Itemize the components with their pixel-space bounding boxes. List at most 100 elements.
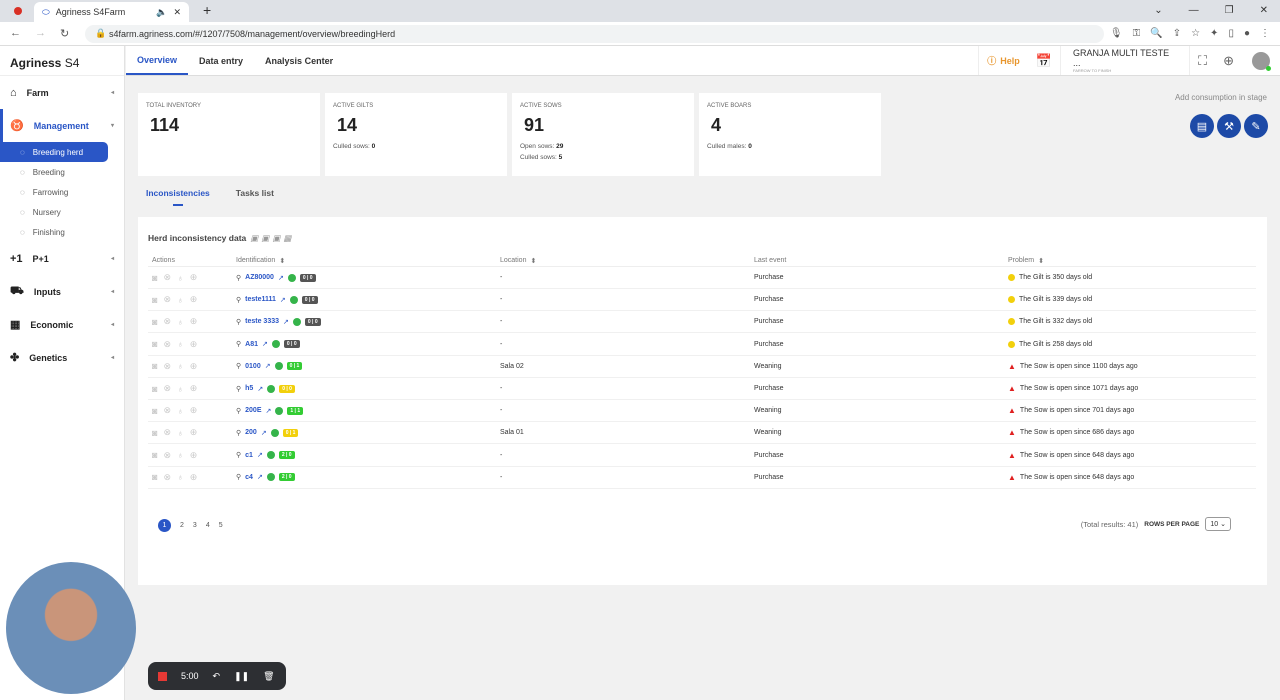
pig-face-icon[interactable]: ◙ — [152, 427, 158, 438]
sidebar-item-genetics[interactable]: ✤ Genetics ◂ — [0, 341, 124, 374]
forward-icon[interactable]: → — [35, 27, 46, 39]
external-link-icon[interactable]: ↗ — [265, 407, 272, 415]
bottle-icon[interactable]: ♁ — [176, 405, 184, 416]
pig-face-icon[interactable]: ◙ — [152, 361, 158, 372]
menu-icon[interactable]: ⋮ — [1260, 28, 1270, 39]
bottle-icon[interactable]: ♁ — [176, 450, 184, 461]
sidebar-sub-breeding-herd[interactable]: ◌ Breeding herd — [0, 142, 108, 162]
animal-id-link[interactable]: 200E — [245, 407, 262, 415]
pig-face-icon[interactable]: ◙ — [152, 383, 158, 394]
export-xls-icon[interactable]: ▣ — [272, 233, 284, 243]
profile-icon[interactable]: ● — [1243, 28, 1250, 39]
mute-icon[interactable]: 🔈 — [156, 6, 168, 17]
export-pdf-icon[interactable]: ▣ — [250, 233, 262, 243]
animal-id-link[interactable]: 200 — [245, 429, 257, 437]
animal-id-link[interactable]: teste1111 — [245, 296, 276, 304]
close-window-button[interactable]: ✕ — [1259, 5, 1268, 16]
tab-tasks-list[interactable]: Tasks list — [235, 188, 274, 198]
external-link-icon[interactable]: ↗ — [257, 385, 264, 393]
bottle-icon[interactable]: ♁ — [176, 339, 184, 350]
death-icon[interactable]: ⊕ — [189, 316, 198, 327]
bottle-icon[interactable]: ♁ — [176, 383, 184, 394]
header-problem[interactable]: Problem ⬍ — [1008, 257, 1044, 265]
sidebar-sub-farrowing[interactable]: ◌ Farrowing — [0, 182, 124, 202]
cull-icon[interactable]: ⊗ — [163, 360, 171, 371]
animal-id-link[interactable]: teste 3333 — [245, 318, 279, 326]
cull-icon[interactable]: ⊗ — [163, 272, 171, 282]
cull-icon[interactable]: ⊗ — [163, 427, 171, 438]
death-icon[interactable]: ⊕ — [189, 471, 198, 482]
new-tab-button[interactable]: + — [203, 2, 212, 18]
page-1[interactable]: 1 — [158, 519, 171, 532]
cull-icon[interactable]: ⊗ — [163, 294, 171, 305]
death-icon[interactable]: ⊕ — [189, 272, 198, 282]
pig-face-icon[interactable]: ◙ — [152, 405, 158, 416]
sidebar-item-management[interactable]: ♉ Management ▾ — [0, 109, 124, 142]
reload-icon[interactable]: ↻ — [60, 28, 70, 40]
external-link-icon[interactable]: ↗ — [264, 363, 271, 371]
page-4[interactable]: 4 — [205, 522, 210, 529]
death-icon[interactable]: ⊕ — [189, 405, 198, 416]
cull-icon[interactable]: ⊗ — [163, 405, 171, 416]
bottle-icon[interactable]: ♁ — [176, 472, 184, 483]
pig-face-icon[interactable]: ◙ — [152, 272, 158, 283]
puzzle-icon[interactable]: ✦ — [1210, 28, 1219, 39]
external-link-icon[interactable]: ↗ — [256, 474, 263, 482]
sidebar-sub-breeding[interactable]: ◌ Breeding — [0, 162, 124, 182]
share-icon[interactable]: ⇪ — [1172, 28, 1182, 39]
calendar-icon[interactable]: 📅 — [1035, 52, 1052, 68]
external-link-icon[interactable]: ↗ — [277, 274, 284, 282]
mic-icon[interactable]: 🎙 — [1109, 28, 1123, 39]
undo-icon[interactable]: ↶ — [212, 670, 221, 681]
external-link-icon[interactable]: ↗ — [261, 341, 268, 349]
farm-selector[interactable]: GRANJA MULTI TESTE ... FARROW TO FINISH — [1059, 46, 1190, 75]
scan-icon[interactable]: ⛶ — [1197, 52, 1208, 68]
death-icon[interactable]: ⊕ — [189, 383, 198, 393]
header-identification[interactable]: Identification ⬍ — [236, 257, 286, 265]
tab-overview[interactable]: Overview — [126, 46, 189, 75]
animal-id-link[interactable]: A81 — [245, 340, 258, 348]
cull-icon[interactable]: ⊗ — [163, 449, 171, 460]
key-icon[interactable]: ⚿ — [1132, 28, 1141, 39]
trash-icon[interactable]: 🗑 — [263, 670, 275, 681]
stop-button[interactable] — [158, 671, 167, 681]
cull-icon[interactable]: ⊗ — [163, 338, 171, 349]
cull-icon[interactable]: ⊗ — [163, 471, 171, 482]
external-link-icon[interactable]: ↗ — [283, 318, 289, 326]
sidebar-sub-finishing[interactable]: ◌ Finishing — [0, 222, 124, 242]
bottle-icon[interactable]: ♁ — [176, 361, 184, 372]
bottle-icon[interactable]: ♁ — [176, 427, 184, 438]
export-csv-icon[interactable]: ▣ — [261, 233, 273, 243]
avatar[interactable] — [1252, 51, 1271, 71]
close-tab-icon[interactable]: ✕ — [173, 6, 181, 17]
download-icon[interactable]: ⊕ — [1223, 52, 1234, 68]
bottle-icon[interactable]: ♁ — [176, 294, 184, 305]
page-3[interactable]: 3 — [192, 522, 197, 529]
page-2[interactable]: 2 — [180, 522, 184, 529]
silo-button[interactable]: ▤ — [1190, 114, 1214, 138]
cull-icon[interactable]: ⊗ — [163, 383, 171, 393]
sidebar-item-economic[interactable]: ▦ Economic ◂ — [0, 308, 124, 341]
star-icon[interactable]: ☆ — [1191, 28, 1201, 39]
external-link-icon[interactable]: ↗ — [279, 296, 286, 304]
help-button[interactable]: ⓘ Help — [978, 46, 1028, 75]
sidebar-item-farm[interactable]: ⌂ Farm ◂ — [0, 76, 124, 109]
pig-face-icon[interactable]: ◙ — [152, 294, 158, 305]
pause-icon[interactable]: ❚❚ — [234, 670, 250, 681]
pig-face-icon[interactable]: ◙ — [152, 339, 158, 350]
pig-face-icon[interactable]: ◙ — [152, 450, 158, 461]
header-location[interactable]: Location ⬍ — [500, 257, 537, 265]
animal-id-link[interactable]: c4 — [245, 473, 253, 481]
cull-icon[interactable]: ⊗ — [163, 316, 171, 327]
minimize-button[interactable]: — — [1188, 5, 1199, 16]
syringe-button[interactable]: ✎ — [1244, 114, 1268, 138]
back-icon[interactable]: ← — [10, 27, 21, 39]
external-link-icon[interactable]: ↗ — [256, 452, 263, 460]
death-icon[interactable]: ⊕ — [189, 360, 198, 371]
animal-id-link[interactable]: h5 — [245, 385, 254, 392]
animal-id-link[interactable]: AZ80000 — [245, 274, 274, 281]
url-input[interactable]: 🔒 s4farm.agriness.com/#/1207/7508/manage… — [85, 24, 1104, 43]
page-5[interactable]: 5 — [218, 522, 223, 529]
shovel-button[interactable]: ⚒ — [1217, 114, 1241, 138]
sidepanel-icon[interactable]: ▯ — [1228, 28, 1234, 39]
